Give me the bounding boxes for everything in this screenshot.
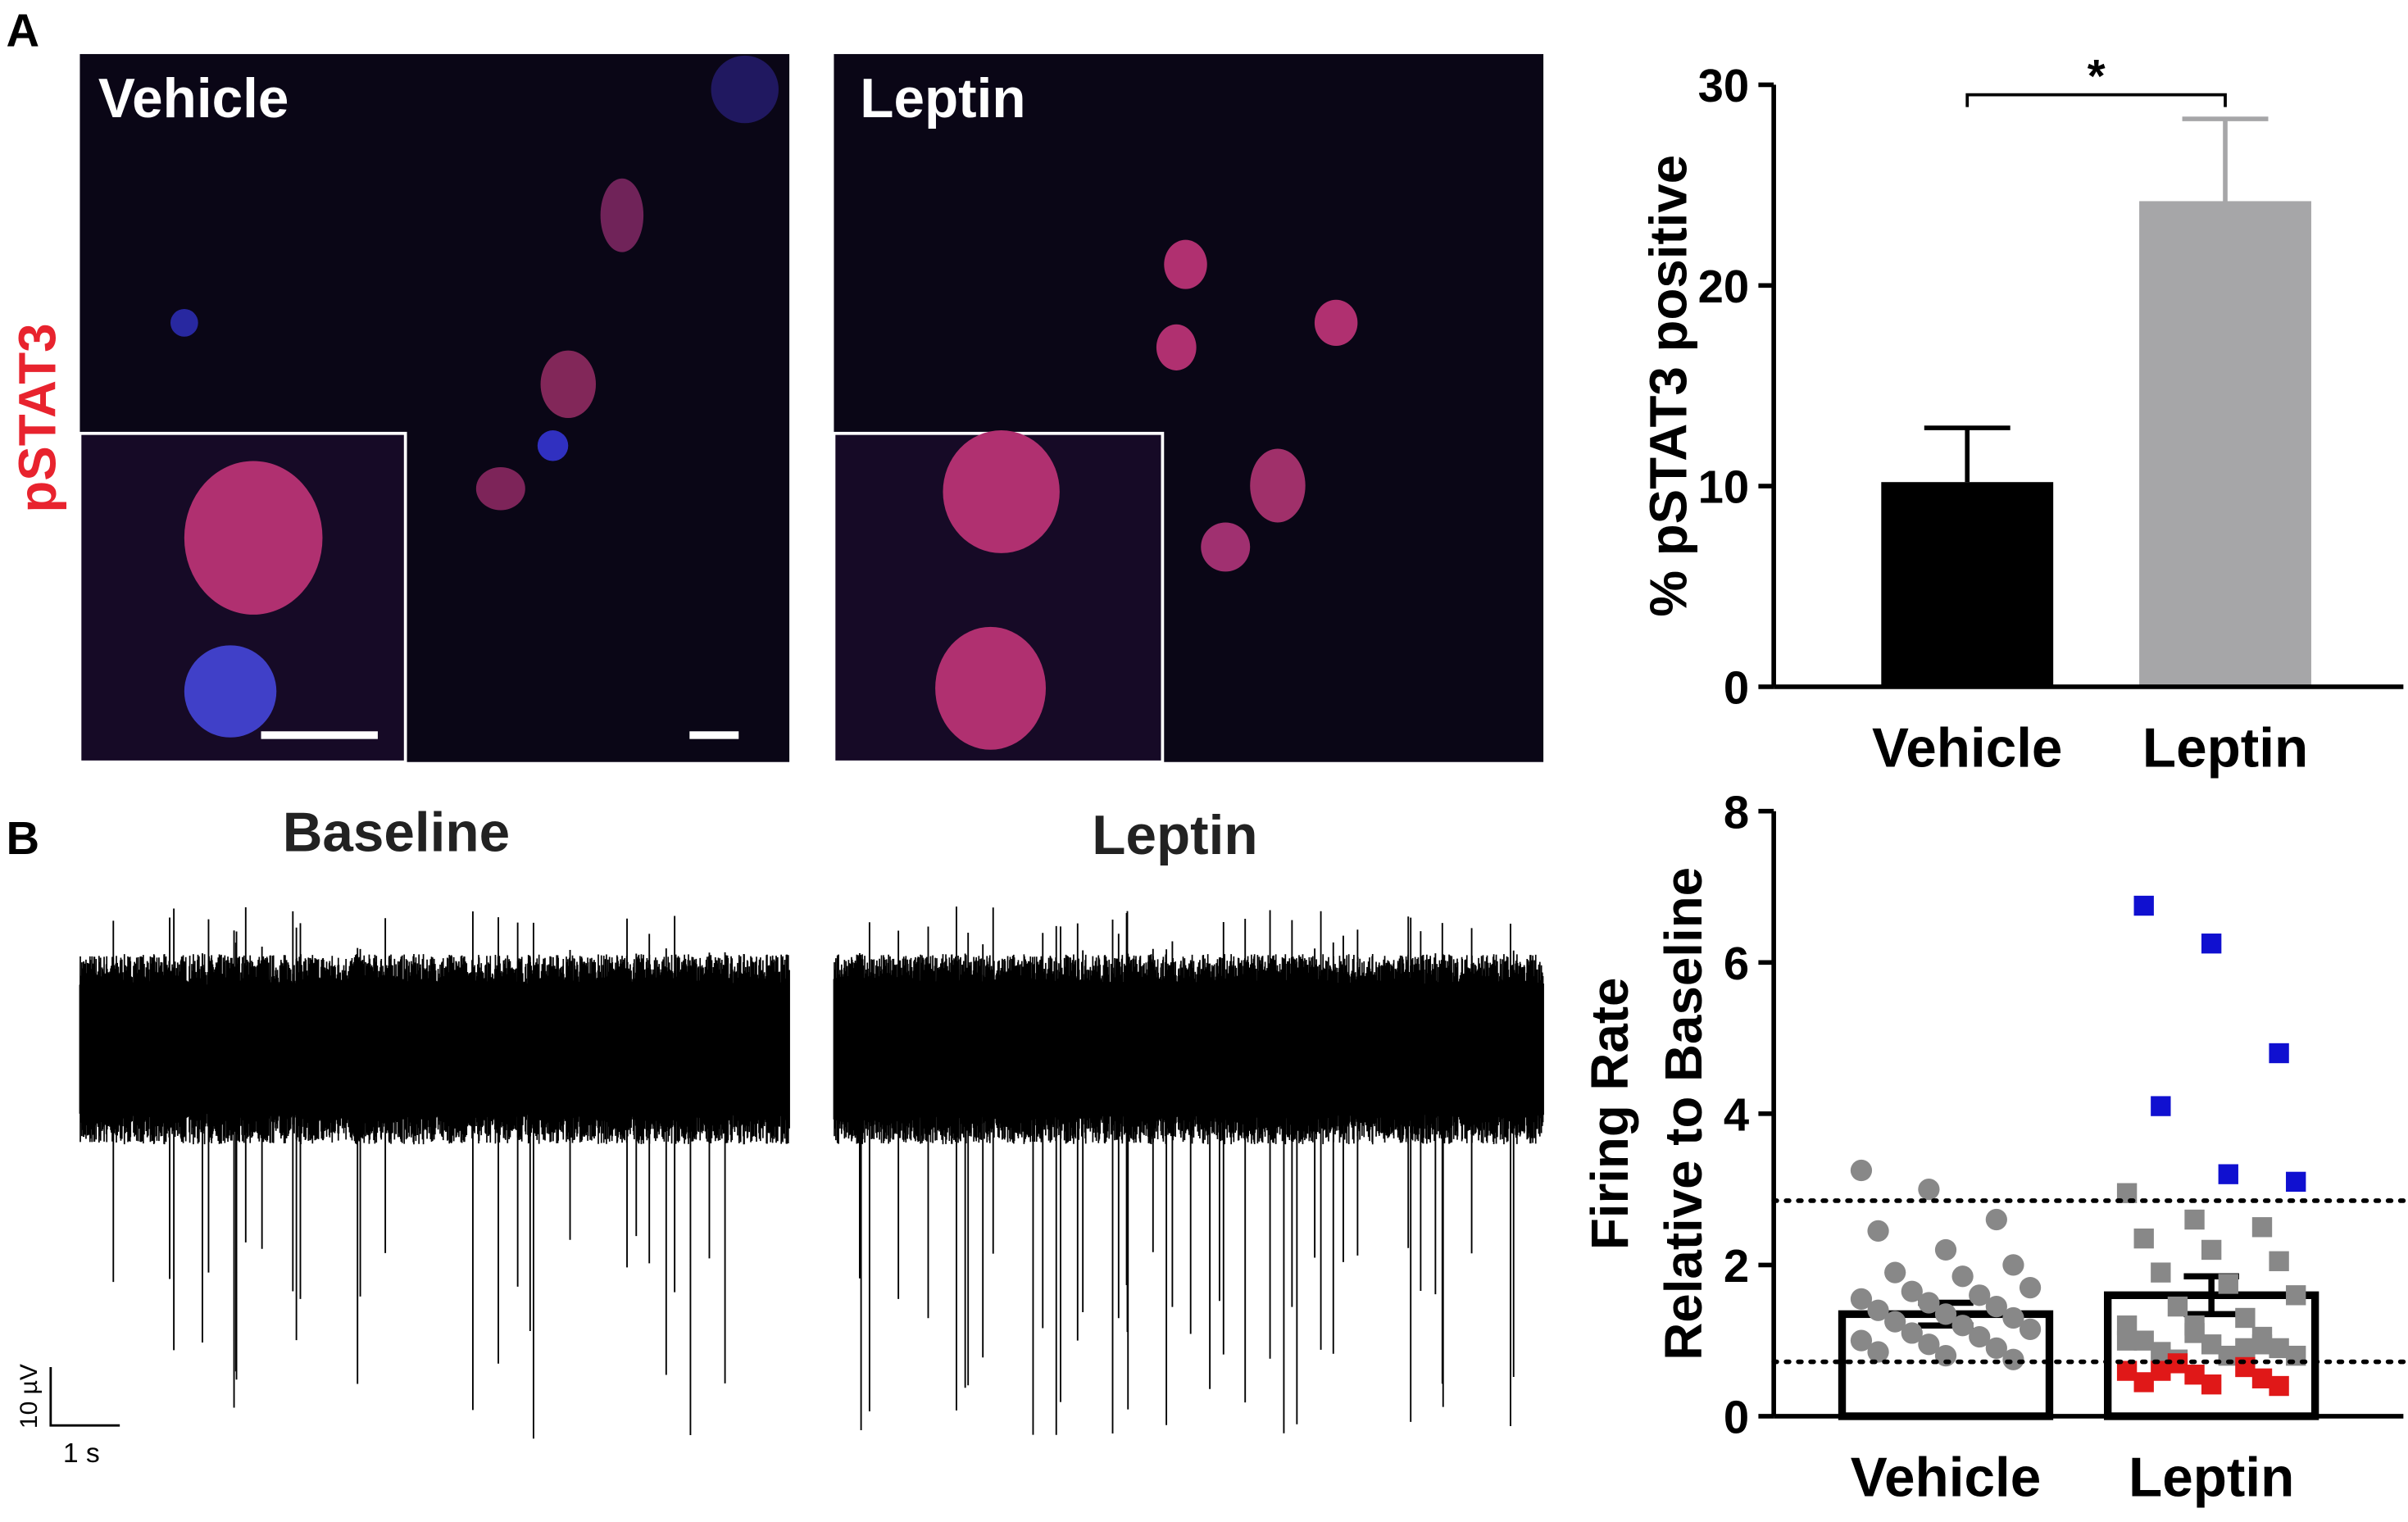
data-point	[1918, 1333, 1940, 1356]
y-axis-label: Firing Rate	[1581, 978, 1639, 1251]
x-tick-label: Leptin	[2142, 717, 2308, 779]
data-point	[1867, 1341, 1889, 1363]
y-tick-label: 30	[1698, 60, 1750, 111]
data-point	[2002, 1348, 2024, 1370]
data-point	[2133, 1372, 2154, 1393]
data-point	[1985, 1208, 2007, 1231]
stain-label: pSTAT3	[8, 323, 66, 512]
data-point	[2019, 1276, 2042, 1299]
data-point	[1884, 1311, 1906, 1333]
spikes	[858, 906, 1515, 1435]
data-point	[1985, 1296, 2007, 1318]
data-point	[1918, 1292, 1940, 1314]
data-point	[2286, 1171, 2306, 1193]
scale-label: 10 µV	[16, 1364, 43, 1429]
data-point	[2201, 1239, 2222, 1261]
trace-title: Leptin	[1092, 805, 1257, 866]
data-point	[2133, 895, 2154, 916]
spikes	[112, 907, 726, 1439]
significance-label: *	[2088, 50, 2106, 102]
micrograph	[78, 53, 790, 764]
data-point	[2151, 1262, 2171, 1283]
data-point	[2184, 1315, 2205, 1336]
data-point	[1884, 1261, 1906, 1283]
y-tick-label: 0	[1724, 662, 1749, 714]
data-point	[1901, 1322, 1923, 1344]
data-point	[2019, 1318, 2042, 1340]
panel-label: B	[6, 812, 39, 864]
data-point	[1934, 1238, 1957, 1261]
data-point	[2002, 1306, 2024, 1329]
data-point	[2286, 1285, 2306, 1306]
trace-title: Baseline	[283, 802, 510, 863]
panel-label: A	[6, 5, 39, 57]
y-tick-label: 6	[1724, 938, 1749, 989]
y-tick-label: 4	[1724, 1088, 1749, 1140]
data-point	[2002, 1254, 2024, 1276]
y-axis-label: Relative to Baseline	[1655, 867, 1713, 1361]
y-tick-label: 2	[1724, 1240, 1749, 1292]
y-tick-label: 0	[1724, 1392, 1749, 1443]
data-point	[1850, 1288, 1873, 1311]
micrograph	[832, 53, 1544, 764]
data-point	[1951, 1315, 1974, 1337]
data-point	[1850, 1159, 1873, 1182]
x-tick-label: Vehicle	[1851, 1447, 2041, 1508]
data-point	[2269, 1338, 2289, 1359]
micrograph-title: Vehicle	[98, 68, 289, 129]
data-point	[2133, 1330, 2154, 1351]
x-tick-label: Leptin	[2129, 1447, 2294, 1508]
micrograph-title: Leptin	[860, 68, 1025, 129]
y-tick-label: 10	[1698, 461, 1750, 513]
data-point	[1951, 1265, 1974, 1288]
data-point	[2235, 1307, 2256, 1329]
data-point	[2269, 1043, 2289, 1064]
data-point	[2269, 1251, 2289, 1271]
y-axis-label: % pSTAT3 positive	[1639, 155, 1697, 617]
data-point	[2201, 1374, 2222, 1395]
data-point	[1867, 1299, 1889, 1321]
x-tick-label: Vehicle	[1872, 717, 2062, 779]
data-point	[1985, 1337, 2007, 1360]
y-tick-label: 8	[1724, 786, 1749, 838]
scale-bar	[49, 1366, 120, 1427]
data-point	[2251, 1334, 2273, 1355]
data-point	[2201, 1334, 2222, 1355]
data-point	[1867, 1220, 1889, 1242]
data-point	[2133, 1228, 2154, 1249]
data-point	[2184, 1365, 2205, 1385]
data-point	[2218, 1274, 2238, 1294]
data-point	[2218, 1164, 2238, 1184]
data-point	[2151, 1342, 2171, 1362]
data-point	[1969, 1325, 1991, 1348]
data-point	[2167, 1296, 2188, 1317]
data-point	[2116, 1330, 2138, 1351]
data-point	[2235, 1338, 2256, 1359]
bar	[2139, 201, 2311, 687]
data-point	[1934, 1303, 1957, 1325]
trace	[833, 953, 1544, 1145]
scale-label: 1 s	[63, 1438, 100, 1469]
data-point	[2184, 1209, 2205, 1230]
data-point	[1850, 1329, 1873, 1352]
data-point	[2151, 1096, 2171, 1116]
data-point	[2251, 1368, 2273, 1388]
data-point	[1969, 1284, 1991, 1306]
bar	[1881, 482, 2054, 687]
data-point	[1934, 1345, 1957, 1367]
data-point	[2151, 1361, 2171, 1381]
significance-bracket	[1965, 93, 2227, 107]
data-point	[2201, 934, 2222, 954]
trace	[79, 953, 790, 1145]
data-point	[2269, 1375, 2289, 1397]
data-point	[1901, 1280, 1923, 1302]
data-point	[2116, 1361, 2138, 1381]
y-tick-label: 20	[1698, 261, 1750, 312]
data-point	[2251, 1217, 2273, 1238]
data-point	[1918, 1178, 1940, 1201]
